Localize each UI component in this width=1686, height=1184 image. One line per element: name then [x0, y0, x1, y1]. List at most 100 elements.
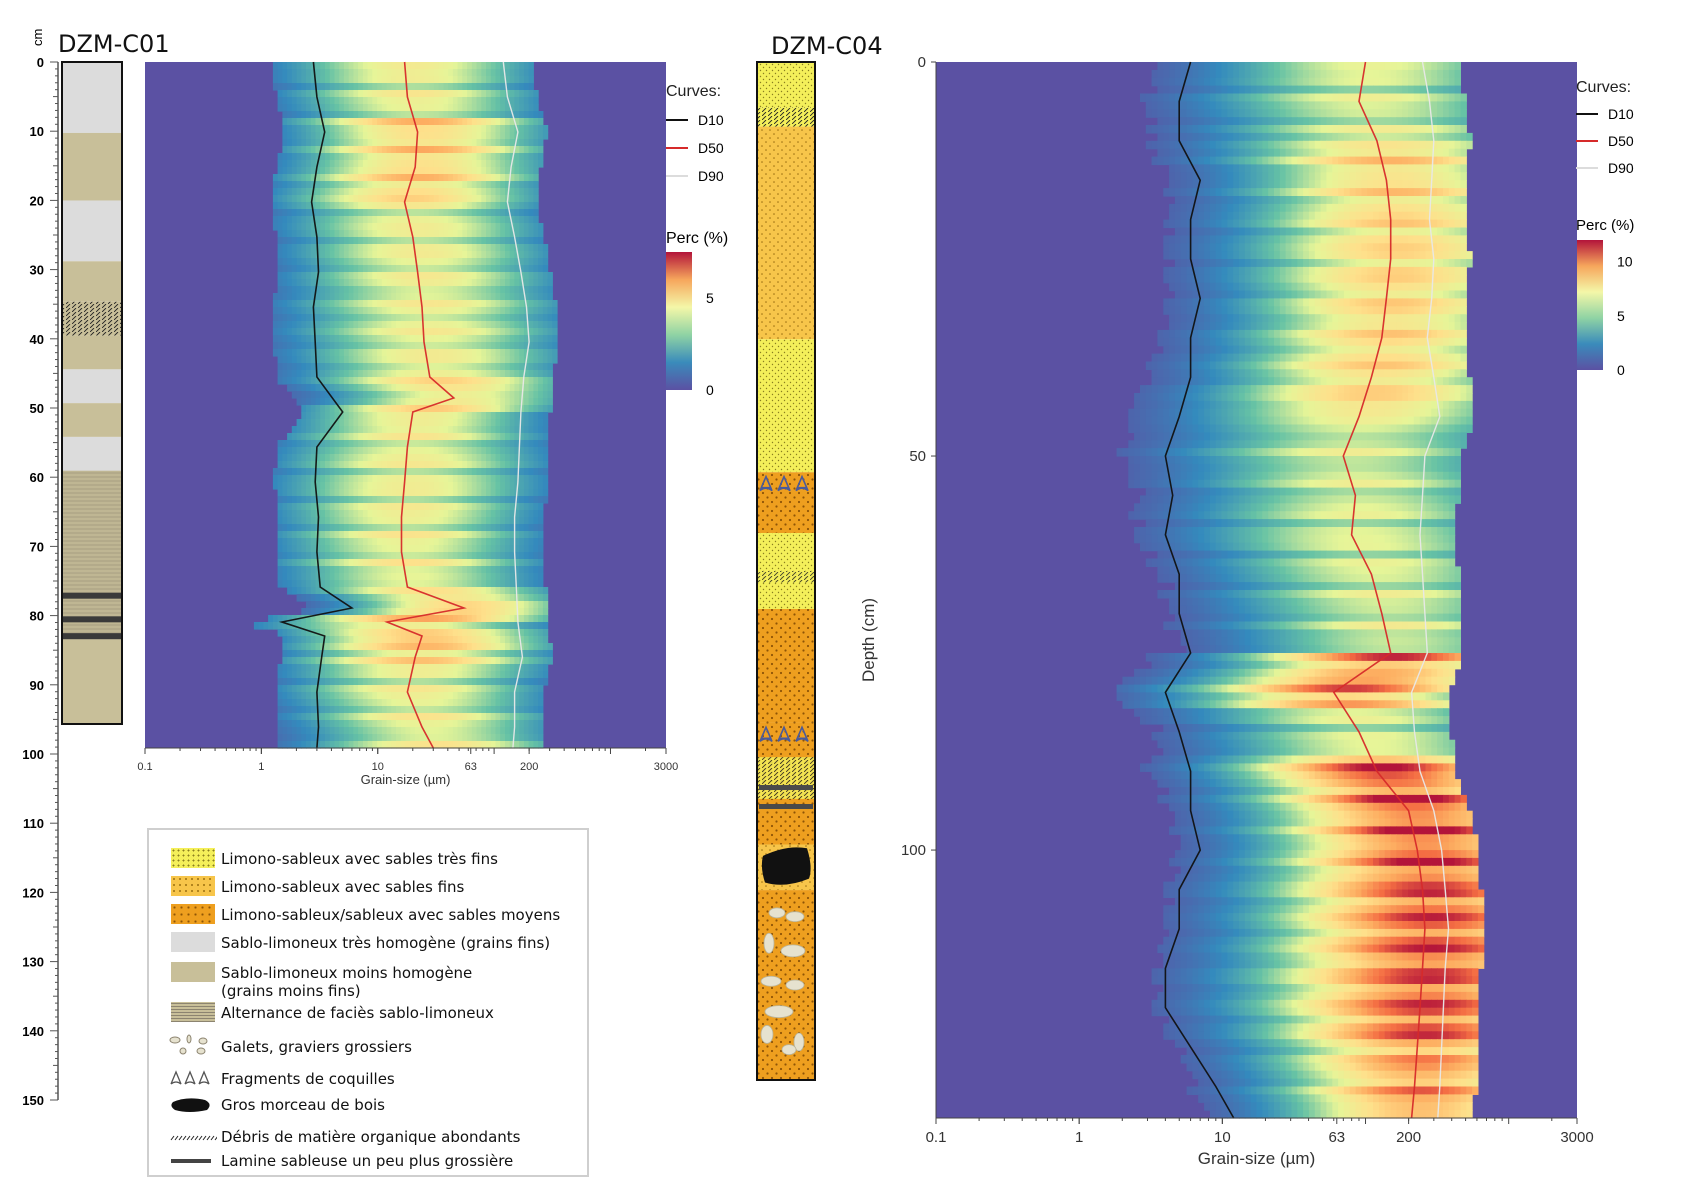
heat-cell [358, 524, 364, 532]
heat-cell [372, 174, 378, 182]
heat-cell [410, 370, 416, 378]
heat-cell [419, 328, 425, 336]
heat-cell [448, 629, 454, 637]
heat-cell [329, 650, 335, 658]
heat-cell [405, 482, 411, 490]
heat-cell [386, 230, 392, 238]
heat-cell [306, 223, 312, 231]
heat-cell [462, 132, 468, 140]
heat-cell [462, 195, 468, 203]
heat-cell [282, 580, 288, 588]
heat-cell [320, 629, 326, 637]
heat-cell [471, 342, 478, 350]
heat-cell [377, 83, 383, 91]
heat-cell [334, 496, 340, 504]
heat-cell [448, 181, 454, 189]
heat-cell [396, 251, 402, 259]
heat-cell [381, 272, 388, 280]
heat-cell [339, 244, 345, 252]
heat-cell [419, 286, 425, 294]
heat-cell [443, 188, 449, 196]
heat-cell [348, 279, 354, 287]
heat-cell [391, 510, 397, 518]
heat-cell [448, 237, 454, 245]
heat-cell [443, 510, 449, 518]
heat-cell [358, 90, 364, 98]
heat-cell [509, 146, 515, 154]
heat-cell [377, 615, 383, 623]
heat-cell [287, 125, 293, 133]
heat-cell [457, 244, 463, 252]
heat-cell [410, 433, 416, 441]
heat-cell [457, 398, 463, 406]
heat-cell [471, 608, 478, 616]
heat-cell [381, 251, 388, 259]
heat-cell [523, 202, 530, 210]
heat-cell [500, 244, 506, 252]
heat-cell [391, 419, 397, 427]
heat-cell [452, 230, 459, 238]
heat-cell [400, 636, 407, 644]
heat-cell [528, 300, 534, 308]
heat-cell [467, 615, 473, 623]
heat-cell [410, 615, 416, 623]
heat-cell [467, 265, 473, 273]
heat-cell [481, 650, 487, 658]
heat-cell [296, 146, 302, 154]
heat-cell [348, 139, 354, 147]
heat-cell [358, 342, 364, 350]
heat-cell [415, 300, 421, 308]
heat-cell [329, 370, 335, 378]
heat-cell [400, 573, 407, 581]
heat-cell [410, 118, 416, 126]
heat-cell [443, 321, 449, 329]
heat-cell [320, 314, 326, 322]
heat-cell [272, 307, 279, 315]
heat-cell [533, 482, 539, 490]
heat-cell [505, 209, 511, 217]
heat-cell [424, 419, 430, 427]
heat-cell [505, 503, 511, 511]
heat-cell [343, 510, 350, 518]
heat-cell [424, 433, 430, 441]
heat-cell [433, 363, 440, 371]
heat-cell [462, 440, 468, 448]
heat-cell [315, 132, 321, 140]
heat-cell [476, 440, 482, 448]
heat-cell [348, 531, 354, 539]
heat-cell [452, 594, 459, 602]
heat-cell [490, 552, 497, 560]
heat-cell [505, 216, 511, 224]
heat-cell [391, 496, 397, 504]
heat-cell [329, 125, 335, 133]
heat-cell [372, 146, 378, 154]
heat-cell [419, 545, 425, 553]
heat-cell [367, 181, 373, 189]
heat-cell [448, 160, 454, 168]
heat-cell [481, 76, 487, 84]
heat-cell [538, 503, 544, 511]
heat-cell [410, 594, 416, 602]
heat-cell [306, 139, 312, 147]
heat-cell [315, 454, 321, 462]
heat-cell [410, 153, 416, 161]
heat-cell [291, 76, 298, 84]
heat-cell [396, 321, 402, 329]
heat-cell [320, 286, 326, 294]
heat-cell [533, 335, 539, 343]
heat-cell [353, 265, 359, 273]
heat-cell [495, 258, 501, 266]
heat-cell [362, 545, 369, 553]
heat-cell [424, 223, 430, 231]
heat-cell [410, 139, 416, 147]
heat-cell [415, 363, 421, 371]
heat-cell [505, 419, 511, 427]
heat-cell [339, 489, 345, 497]
heat-cell [433, 223, 440, 231]
heat-cell [353, 118, 359, 126]
heat-cell [381, 601, 388, 609]
heat-cell [509, 195, 515, 203]
heat-cell [509, 244, 515, 252]
heat-cell [486, 111, 492, 119]
heat-cell [500, 83, 506, 91]
